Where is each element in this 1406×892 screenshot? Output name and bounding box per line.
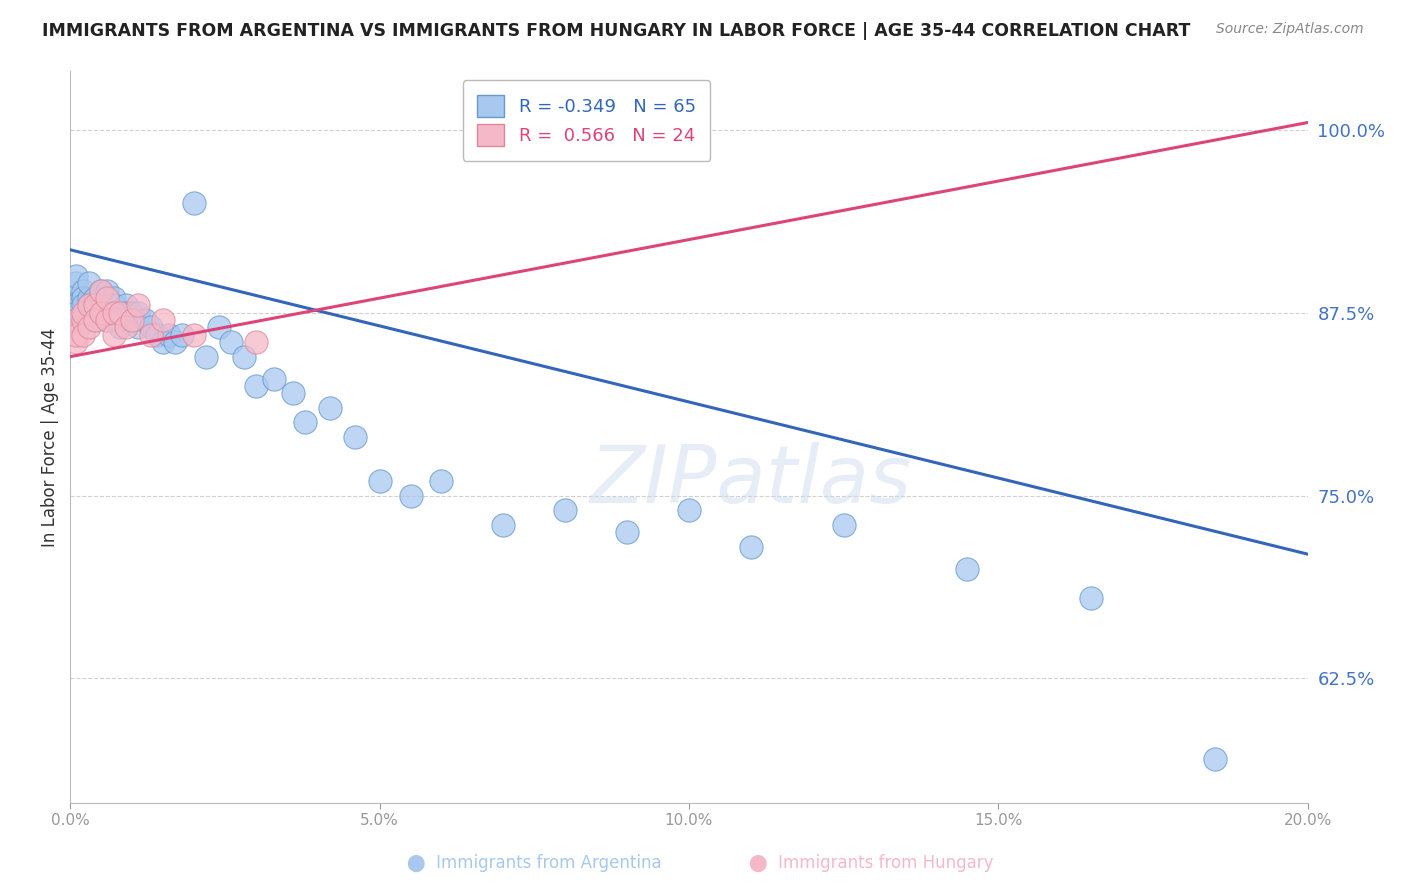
Point [127, 298, 149, 312]
Point [65, 298, 87, 312]
Point [294, 416, 316, 430]
Point [96, 313, 118, 327]
Point [108, 320, 131, 334]
Point [127, 320, 149, 334]
Point [157, 327, 180, 342]
Point [108, 313, 131, 327]
Point [183, 327, 205, 342]
Point [90, 306, 112, 320]
Point [1080, 591, 1102, 605]
Point [72, 284, 94, 298]
Point [832, 517, 855, 532]
Point [956, 562, 979, 576]
Point [108, 306, 131, 320]
Point [281, 386, 304, 401]
Point [139, 327, 162, 342]
Point [121, 313, 143, 327]
Point [146, 327, 169, 342]
Point [115, 298, 138, 312]
Point [84, 313, 107, 327]
Point [103, 298, 125, 312]
Point [319, 401, 342, 415]
Point [740, 540, 762, 554]
Point [84, 306, 107, 320]
Point [103, 291, 125, 305]
Text: IMMIGRANTS FROM ARGENTINA VS IMMIGRANTS FROM HUNGARY IN LABOR FORCE | AGE 35-44 : IMMIGRANTS FROM ARGENTINA VS IMMIGRANTS … [42, 22, 1191, 40]
Point [152, 313, 174, 327]
Point [77, 277, 100, 291]
Point [72, 327, 94, 342]
Point [115, 306, 138, 320]
Point [219, 334, 242, 349]
Point [368, 474, 391, 488]
Point [84, 298, 107, 312]
Point [96, 313, 118, 327]
Point [121, 313, 143, 327]
Text: ⬤  Immigrants from Hungary: ⬤ Immigrants from Hungary [749, 855, 994, 872]
Point [72, 306, 94, 320]
Point [121, 306, 143, 320]
Point [399, 489, 422, 503]
Text: Source: ZipAtlas.com: Source: ZipAtlas.com [1216, 22, 1364, 37]
Point [65, 313, 87, 327]
Point [103, 306, 125, 320]
Legend: R = -0.349   N = 65, R =  0.566   N = 24: R = -0.349 N = 65, R = 0.566 N = 24 [463, 80, 710, 161]
Point [72, 291, 94, 305]
Point [616, 525, 638, 540]
Point [232, 350, 254, 364]
Point [77, 320, 100, 334]
Point [115, 320, 138, 334]
Point [208, 320, 231, 334]
Point [77, 298, 100, 312]
Point [72, 306, 94, 320]
Point [430, 474, 453, 488]
Point [678, 503, 700, 517]
Point [77, 291, 100, 305]
Point [263, 371, 285, 385]
Point [72, 298, 94, 312]
Point [245, 334, 267, 349]
Point [72, 313, 94, 327]
Point [96, 284, 118, 298]
Point [127, 306, 149, 320]
Point [65, 306, 87, 320]
Point [90, 284, 112, 298]
Point [1204, 752, 1226, 766]
Point [165, 334, 187, 349]
Point [96, 306, 118, 320]
Point [90, 284, 112, 298]
Point [183, 196, 205, 211]
Text: ZIPatlas: ZIPatlas [589, 442, 912, 520]
Point [554, 503, 576, 517]
Point [65, 334, 87, 349]
Point [65, 277, 87, 291]
Point [170, 327, 193, 342]
Text: ⬤  Immigrants from Argentina: ⬤ Immigrants from Argentina [406, 855, 662, 872]
Point [65, 327, 87, 342]
Y-axis label: In Labor Force | Age 35-44: In Labor Force | Age 35-44 [41, 327, 59, 547]
Point [84, 313, 107, 327]
Point [96, 291, 118, 305]
Point [72, 291, 94, 305]
Point [72, 313, 94, 327]
Point [492, 517, 515, 532]
Point [90, 306, 112, 320]
Point [195, 350, 218, 364]
Point [84, 291, 107, 305]
Point [90, 298, 112, 312]
Point [343, 430, 366, 444]
Point [134, 313, 156, 327]
Point [65, 313, 87, 327]
Point [152, 334, 174, 349]
Point [77, 298, 100, 312]
Point [245, 379, 267, 393]
Point [65, 269, 87, 284]
Point [84, 298, 107, 312]
Point [103, 327, 125, 342]
Point [77, 313, 100, 327]
Point [139, 320, 162, 334]
